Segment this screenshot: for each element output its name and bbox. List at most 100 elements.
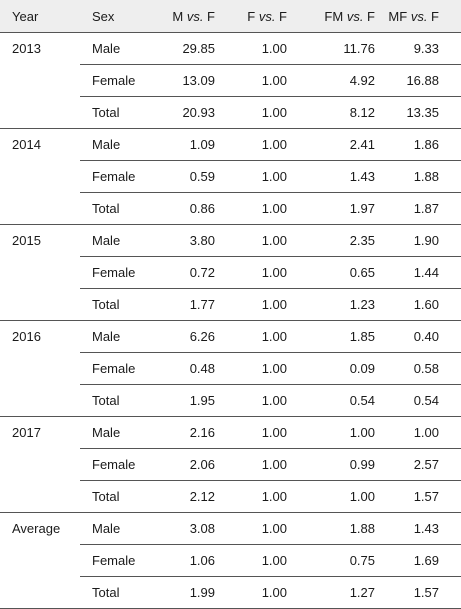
m-vs-f-cell: 2.12	[142, 481, 221, 513]
sex-cell: Total	[80, 289, 142, 321]
header-m-vs-f-pre: M	[172, 9, 186, 24]
header-m-vs-f-post: F	[203, 9, 215, 24]
sex-cell: Female	[80, 161, 142, 193]
sex-cell: Total	[80, 97, 142, 129]
fm-vs-f-cell: 1.43	[293, 161, 381, 193]
sex-cell: Male	[80, 513, 142, 545]
f-vs-f-cell: 1.00	[221, 513, 293, 545]
f-vs-f-cell: 1.00	[221, 321, 293, 353]
year-cell: 2016	[0, 321, 80, 417]
mf-vs-f-cell: 1.69	[381, 545, 461, 577]
mf-vs-f-cell: 1.57	[381, 577, 461, 609]
f-vs-f-cell: 1.00	[221, 161, 293, 193]
f-vs-f-cell: 1.00	[221, 385, 293, 417]
fm-vs-f-cell: 2.35	[293, 225, 381, 257]
fm-vs-f-cell: 0.65	[293, 257, 381, 289]
header-f-vs-f-vs: vs.	[259, 9, 276, 24]
m-vs-f-cell: 1.09	[142, 129, 221, 161]
table-row: 2013 Male 29.85 1.00 11.76 9.33	[0, 33, 461, 65]
header-mf-vs-f: MF vs. F	[381, 0, 461, 33]
year-cell: 2017	[0, 417, 80, 513]
fm-vs-f-cell: 0.54	[293, 385, 381, 417]
f-vs-f-cell: 1.00	[221, 481, 293, 513]
f-vs-f-cell: 1.00	[221, 545, 293, 577]
mf-vs-f-cell: 1.43	[381, 513, 461, 545]
fm-vs-f-cell: 0.75	[293, 545, 381, 577]
header-mf-vs-f-pre: MF	[388, 9, 410, 24]
fm-vs-f-cell: 0.09	[293, 353, 381, 385]
header-mf-vs-f-post: F	[427, 9, 439, 24]
mf-vs-f-cell: 0.40	[381, 321, 461, 353]
mf-vs-f-cell: 1.90	[381, 225, 461, 257]
header-sex: Sex	[80, 0, 142, 33]
mf-vs-f-cell: 0.58	[381, 353, 461, 385]
m-vs-f-cell: 6.26	[142, 321, 221, 353]
year-cell: 2013	[0, 33, 80, 129]
header-m-vs-f-vs: vs.	[187, 9, 204, 24]
header-mf-vs-f-vs: vs.	[411, 9, 428, 24]
sex-cell: Male	[80, 225, 142, 257]
fm-vs-f-cell: 0.99	[293, 449, 381, 481]
sex-cell: Male	[80, 417, 142, 449]
fm-vs-f-cell: 2.41	[293, 129, 381, 161]
f-vs-f-cell: 1.00	[221, 417, 293, 449]
sex-cell: Total	[80, 193, 142, 225]
mf-vs-f-cell: 13.35	[381, 97, 461, 129]
f-vs-f-cell: 1.00	[221, 289, 293, 321]
fm-vs-f-cell: 1.00	[293, 481, 381, 513]
sex-cell: Female	[80, 353, 142, 385]
f-vs-f-cell: 1.00	[221, 33, 293, 65]
f-vs-f-cell: 1.00	[221, 225, 293, 257]
header-m-vs-f: M vs. F	[142, 0, 221, 33]
mf-vs-f-cell: 0.54	[381, 385, 461, 417]
f-vs-f-cell: 1.00	[221, 577, 293, 609]
m-vs-f-cell: 0.86	[142, 193, 221, 225]
fm-vs-f-cell: 1.85	[293, 321, 381, 353]
m-vs-f-cell: 2.06	[142, 449, 221, 481]
fm-vs-f-cell: 11.76	[293, 33, 381, 65]
f-vs-f-cell: 1.00	[221, 65, 293, 97]
year-cell: 2015	[0, 225, 80, 321]
table-header: Year Sex M vs. F F vs. F FM vs. F MF vs.…	[0, 0, 461, 33]
f-vs-f-cell: 1.00	[221, 353, 293, 385]
fm-vs-f-cell: 1.23	[293, 289, 381, 321]
sex-cell: Total	[80, 385, 142, 417]
mf-vs-f-cell: 16.88	[381, 65, 461, 97]
sex-cell: Male	[80, 129, 142, 161]
fm-vs-f-cell: 1.88	[293, 513, 381, 545]
m-vs-f-cell: 1.99	[142, 577, 221, 609]
header-row: Year Sex M vs. F F vs. F FM vs. F MF vs.…	[0, 0, 461, 33]
mf-vs-f-cell: 1.57	[381, 481, 461, 513]
mf-vs-f-cell: 1.60	[381, 289, 461, 321]
sex-cell: Male	[80, 321, 142, 353]
m-vs-f-cell: 1.77	[142, 289, 221, 321]
table-body: 2013 Male 29.85 1.00 11.76 9.33 Female 13.09 1.0…	[0, 33, 461, 609]
header-fm-vs-f-vs: vs.	[347, 9, 364, 24]
sex-cell: Total	[80, 481, 142, 513]
sex-cell: Female	[80, 257, 142, 289]
m-vs-f-cell: 3.80	[142, 225, 221, 257]
m-vs-f-cell: 0.59	[142, 161, 221, 193]
m-vs-f-cell: 1.06	[142, 545, 221, 577]
header-fm-vs-f-pre: FM	[324, 9, 346, 24]
mf-vs-f-cell: 1.00	[381, 417, 461, 449]
m-vs-f-cell: 0.48	[142, 353, 221, 385]
year-cell: Average	[0, 513, 80, 609]
sex-cell: Male	[80, 33, 142, 65]
m-vs-f-cell: 20.93	[142, 97, 221, 129]
fm-vs-f-cell: 1.00	[293, 417, 381, 449]
table-row: Average Male 3.08 1.00 1.88 1.43	[0, 513, 461, 545]
mf-vs-f-cell: 1.44	[381, 257, 461, 289]
fm-vs-f-cell: 8.12	[293, 97, 381, 129]
year-cell: 2014	[0, 129, 80, 225]
m-vs-f-cell: 29.85	[142, 33, 221, 65]
m-vs-f-cell: 3.08	[142, 513, 221, 545]
sex-cell: Total	[80, 577, 142, 609]
m-vs-f-cell: 13.09	[142, 65, 221, 97]
mf-vs-f-cell: 2.57	[381, 449, 461, 481]
f-vs-f-cell: 1.00	[221, 449, 293, 481]
mf-vs-f-cell: 1.88	[381, 161, 461, 193]
table-row: 2016 Male 6.26 1.00 1.85 0.40	[0, 321, 461, 353]
